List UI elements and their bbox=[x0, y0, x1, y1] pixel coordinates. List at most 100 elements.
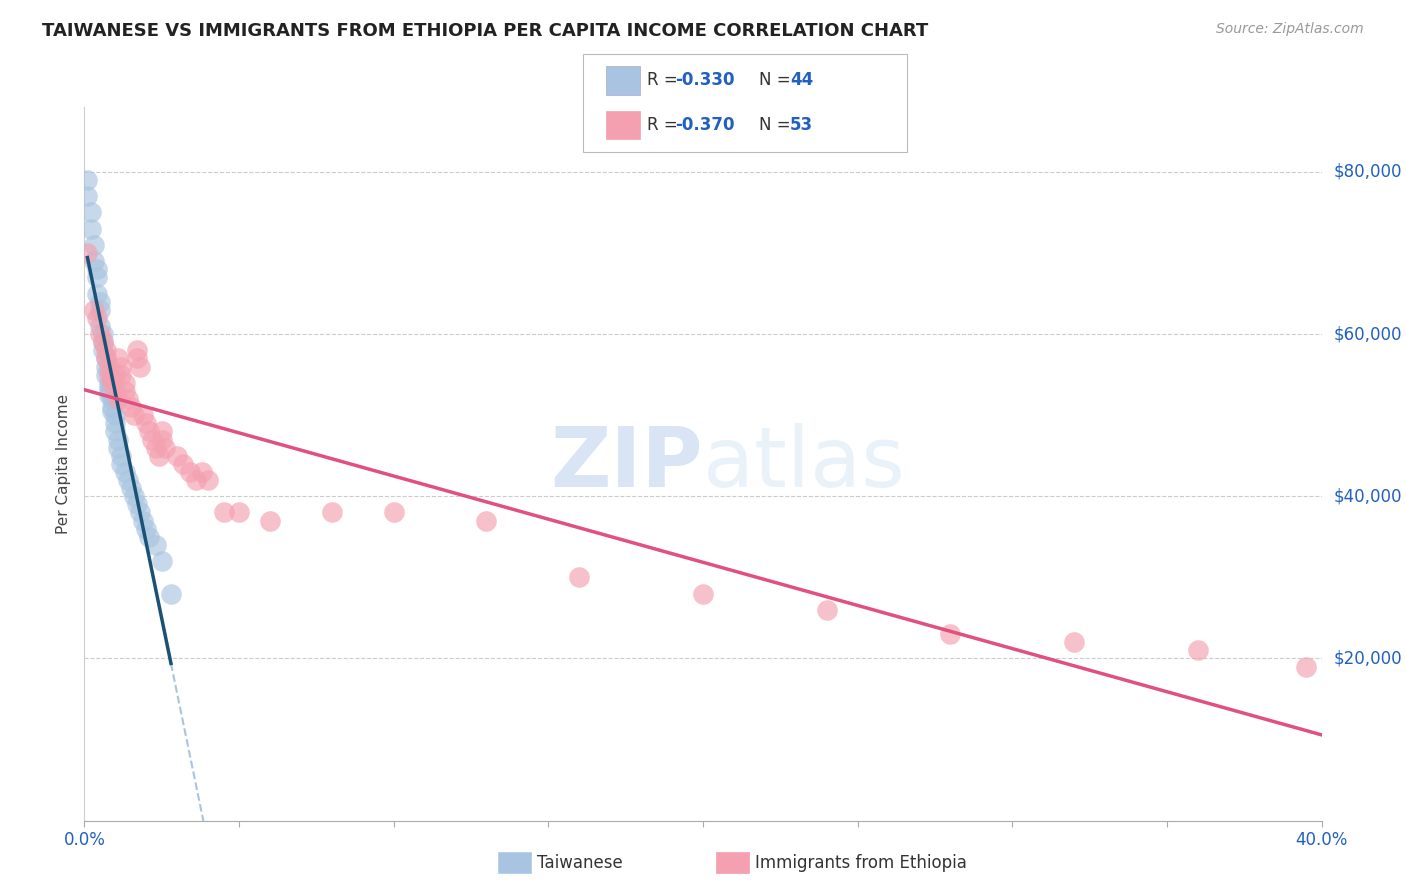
Point bbox=[94, 368, 117, 382]
Point bbox=[321, 506, 343, 520]
Point bbox=[145, 538, 167, 552]
Text: $40,000: $40,000 bbox=[1334, 487, 1403, 505]
Point bbox=[107, 441, 129, 455]
Point bbox=[91, 343, 114, 358]
Text: $20,000: $20,000 bbox=[1334, 649, 1403, 667]
Text: $60,000: $60,000 bbox=[1334, 325, 1403, 343]
Point bbox=[150, 425, 173, 439]
Point bbox=[91, 327, 114, 342]
Point bbox=[83, 254, 105, 268]
Text: R =: R = bbox=[647, 71, 683, 89]
Point bbox=[86, 310, 108, 325]
Point bbox=[1295, 659, 1317, 673]
Point bbox=[107, 392, 129, 406]
Point bbox=[160, 586, 183, 600]
Point bbox=[107, 433, 129, 447]
Point bbox=[125, 351, 148, 366]
Point bbox=[86, 262, 108, 277]
Point bbox=[117, 473, 139, 487]
Point bbox=[76, 173, 98, 187]
Point bbox=[89, 327, 111, 342]
Point bbox=[83, 238, 105, 252]
Point bbox=[98, 384, 121, 398]
Point bbox=[132, 514, 155, 528]
Point bbox=[197, 473, 219, 487]
Point bbox=[107, 351, 129, 366]
Point bbox=[86, 270, 108, 285]
Text: $80,000: $80,000 bbox=[1334, 163, 1403, 181]
Point bbox=[132, 408, 155, 422]
Text: Source: ZipAtlas.com: Source: ZipAtlas.com bbox=[1216, 22, 1364, 37]
Point bbox=[104, 384, 127, 398]
Point bbox=[114, 465, 136, 479]
Point bbox=[98, 368, 121, 382]
Text: -0.370: -0.370 bbox=[675, 116, 734, 134]
Point bbox=[135, 522, 157, 536]
Point bbox=[141, 433, 163, 447]
Point bbox=[98, 388, 121, 402]
Point bbox=[89, 302, 111, 317]
Point bbox=[79, 205, 101, 219]
Point bbox=[568, 570, 591, 584]
Point bbox=[110, 368, 132, 382]
Point bbox=[475, 514, 498, 528]
Point bbox=[104, 417, 127, 431]
Point bbox=[382, 506, 405, 520]
Text: TAIWANESE VS IMMIGRANTS FROM ETHIOPIA PER CAPITA INCOME CORRELATION CHART: TAIWANESE VS IMMIGRANTS FROM ETHIOPIA PE… bbox=[42, 22, 928, 40]
Text: R =: R = bbox=[647, 116, 683, 134]
Point bbox=[101, 400, 124, 414]
Point bbox=[104, 408, 127, 422]
Text: atlas: atlas bbox=[703, 424, 904, 504]
Point bbox=[815, 603, 838, 617]
Point bbox=[101, 392, 124, 406]
Point bbox=[212, 506, 235, 520]
Point bbox=[148, 449, 170, 463]
Point bbox=[150, 554, 173, 568]
Point bbox=[259, 514, 281, 528]
Point bbox=[153, 441, 176, 455]
Point bbox=[104, 425, 127, 439]
Point bbox=[79, 221, 101, 235]
Point bbox=[98, 376, 121, 390]
Text: Taiwanese: Taiwanese bbox=[537, 854, 623, 871]
Point bbox=[138, 530, 160, 544]
Point bbox=[179, 465, 201, 479]
Point bbox=[91, 335, 114, 350]
Point bbox=[110, 359, 132, 374]
Point bbox=[1063, 635, 1085, 649]
Point bbox=[76, 246, 98, 260]
Y-axis label: Per Capita Income: Per Capita Income bbox=[56, 393, 72, 534]
Point bbox=[110, 449, 132, 463]
Point bbox=[138, 425, 160, 439]
Point bbox=[91, 335, 114, 350]
Point bbox=[83, 302, 105, 317]
Text: N =: N = bbox=[759, 71, 796, 89]
Point bbox=[172, 457, 194, 471]
Point bbox=[89, 294, 111, 309]
Point bbox=[122, 408, 145, 422]
Point bbox=[94, 351, 117, 366]
Point bbox=[122, 489, 145, 503]
Point bbox=[76, 189, 98, 203]
Point bbox=[125, 343, 148, 358]
Text: ZIP: ZIP bbox=[551, 424, 703, 504]
Point bbox=[110, 457, 132, 471]
Text: N =: N = bbox=[759, 116, 796, 134]
Text: Immigrants from Ethiopia: Immigrants from Ethiopia bbox=[755, 854, 967, 871]
Point bbox=[1187, 643, 1209, 657]
Point bbox=[228, 506, 250, 520]
Point bbox=[125, 497, 148, 511]
Point bbox=[135, 417, 157, 431]
Point bbox=[114, 376, 136, 390]
Text: 53: 53 bbox=[790, 116, 813, 134]
Point bbox=[129, 506, 152, 520]
Point bbox=[101, 372, 124, 386]
Point bbox=[145, 441, 167, 455]
Text: -0.330: -0.330 bbox=[675, 71, 734, 89]
Point bbox=[94, 351, 117, 366]
Point bbox=[104, 368, 127, 382]
Point bbox=[120, 400, 142, 414]
Point bbox=[191, 465, 214, 479]
Text: 44: 44 bbox=[790, 71, 814, 89]
Point bbox=[101, 404, 124, 418]
